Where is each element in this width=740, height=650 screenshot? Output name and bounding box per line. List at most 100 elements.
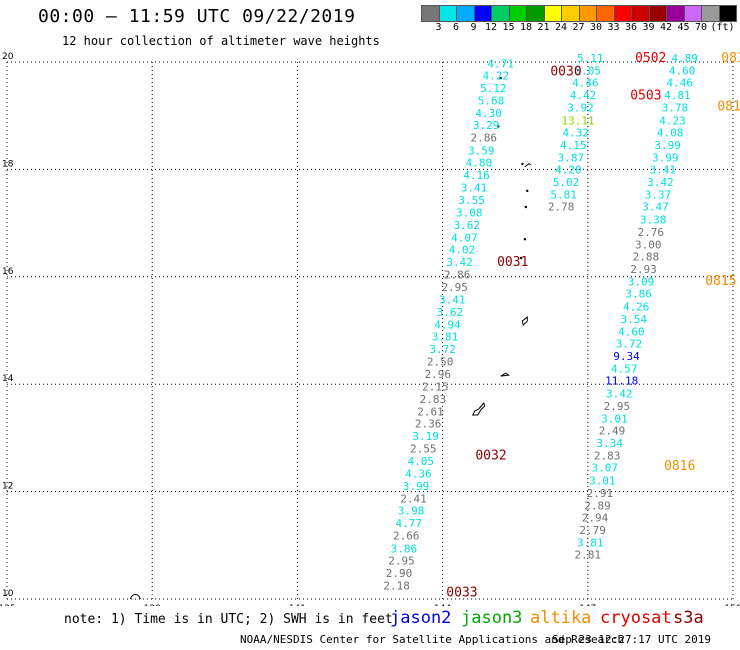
colorbar-label: 18 [519,22,533,33]
wave-height-value: 3.99 [403,480,430,493]
wave-height-value: 2.66 [393,529,420,542]
legend-altika: altika [530,608,592,628]
wave-height-value: 4.22 [483,70,510,83]
wave-height-value: 2.55 [410,442,437,455]
island-outline [524,163,532,168]
colorbar-label: 70 [694,22,708,33]
credit-text: NOAA/NESDIS Center for Satellite Applica… [240,633,625,646]
island-marker [523,238,527,241]
colorbar-label: 6 [452,22,460,33]
pass-time-label: 0502 [635,51,666,66]
wave-height-value: 3.29 [473,119,500,132]
wave-height-value: 2.36 [415,418,442,431]
wave-height-value: 3.37 [645,188,672,201]
colorbar-label: 45 [677,22,690,33]
wave-height-value: 5.68 [478,94,505,107]
wave-height-value: 2.83 [594,449,621,462]
legend-s3a: s3a [673,608,704,628]
wave-height-value: 3.42 [647,176,674,189]
wave-height-value: 3.72 [616,338,643,351]
wave-height-value: 4.46 [572,77,599,90]
colorbar-label: 36 [624,22,638,33]
wave-height-value: 4.05 [408,455,435,468]
island-marker [526,189,529,193]
wave-height-value: 2.91 [587,487,614,500]
lon-tick-label: 144 [434,604,451,606]
wave-height-value: 3.34 [596,437,623,450]
wave-height-value: 2.93 [630,263,657,276]
wave-height-value: 4.36 [405,468,432,481]
legend-jason2: jason2 [390,608,452,628]
wave-height-value: 3.41 [439,294,466,307]
wave-height-value: 4.71 [487,57,514,70]
wave-height-value: 2.96 [425,368,452,381]
wave-height-value: 2.95 [441,281,468,294]
lat-tick-label: 12 [2,482,13,492]
pass-time-label: 0503 [630,89,661,104]
wave-height-value: 4.15 [560,139,587,152]
wave-height-value: 2.95 [388,555,415,568]
wave-height-value: 4.94 [434,318,461,331]
colorbar-label: 9 [470,22,477,33]
colorbar-label: 42 [659,22,673,33]
colorbar-label: 30 [589,22,603,33]
wave-height-value: 3.54 [621,313,648,326]
island-marker [499,76,502,80]
island-yap [129,594,141,600]
lon-tick-label: 141 [289,604,306,606]
wave-height-value: 2.76 [637,226,664,239]
colorbar-label: 39 [642,22,655,33]
wave-height-value: 2.49 [599,425,626,438]
lat-tick-label: 20 [2,52,14,62]
wave-height-value: 4.89 [671,52,698,65]
wave-height-value: 2.79 [579,524,606,537]
wave-height-value: 3.78 [662,101,689,114]
wave-height-value: 2.41 [400,492,427,505]
wave-height-value: 2.86 [444,268,471,281]
wave-height-value: 4.77 [395,517,422,530]
island-rota [500,372,511,377]
wave-height-value: 2.95 [604,400,631,413]
colorbar-label: 21 [537,22,550,33]
lat-tick-label: 16 [2,267,14,277]
wave-height-value: 3.86 [625,288,652,301]
wave-height-value: 4.46 [667,77,694,90]
colorbar-label: 24 [554,22,568,33]
colorbar-label: 3 [435,22,442,33]
wave-height-value: 4.08 [657,127,684,140]
wave-height-value: 3.62 [454,219,481,232]
wave-height-value: 2.86 [470,131,497,144]
wave-height-value: 3.42 [446,256,473,269]
wave-height-value: 2.94 [582,512,609,525]
wave-height-value: 4.60 [618,325,645,338]
wave-height-value: 4.20 [555,164,582,177]
wave-height-value: 9.34 [613,350,640,363]
wave-height-value: 3.41 [461,181,488,194]
created-timestamp: Sep 23 12:27:17 UTC 2019 [552,633,711,646]
wave-height-value: 3.01 [589,475,616,488]
altimeter-map: 1351381411441471502018161412104.714.225.… [0,51,740,606]
wave-height-value: 2.18 [383,579,410,592]
wave-height-value: 2.81 [575,549,602,562]
wave-height-value: 3.55 [458,194,485,207]
colorbar-label: (ft) [710,22,735,33]
wave-height-value: 5.12 [480,82,507,95]
wave-height-value: 3.92 [567,101,594,114]
colorbar-label: 15 [502,22,515,33]
wave-height-value: 2.88 [633,251,660,264]
wave-height-value: 4.02 [449,244,476,257]
wave-height-value: 3.01 [601,412,628,425]
wave-height-colorbar [421,5,737,23]
colorbar-swatch [718,5,737,22]
wave-height-value: 3.09 [628,275,655,288]
map-subtitle: 12 hour collection of altimeter wave hei… [62,34,380,48]
wave-height-value: 4.42 [570,89,597,102]
colorbar-labels: 3 6 9 12 15 18 21 24 27 30 33 36 39 42 45 70 (ft) [421,22,736,34]
wave-height-value: 2.83 [420,393,447,406]
wave-height-value: 3.42 [606,388,633,401]
pass-time-label: 0032 [475,448,506,463]
wave-height-value: 13.11 [562,114,595,127]
wave-height-value: 11.18 [605,375,638,388]
lon-tick-label: 135 [0,604,16,606]
wave-height-value: 3.19 [412,430,439,443]
